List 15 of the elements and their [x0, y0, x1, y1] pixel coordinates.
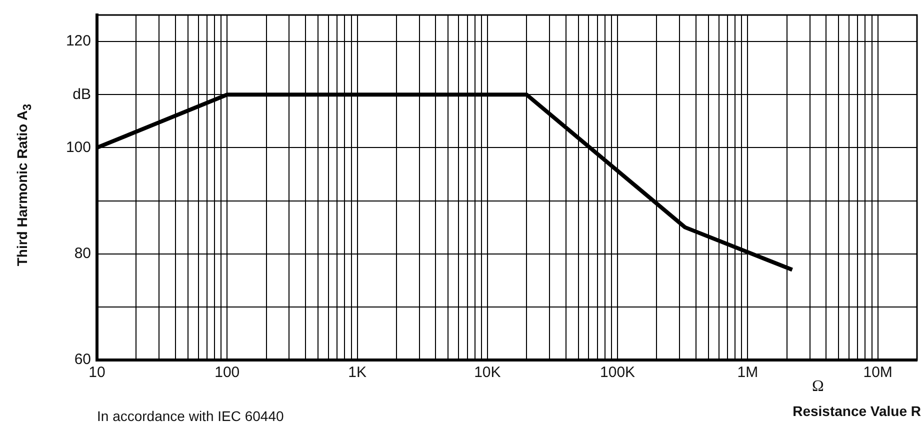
- x-tick-label: 10K: [474, 364, 501, 382]
- text: Ω: [812, 378, 824, 396]
- x-axis-title: Resistance Value R: [792, 403, 921, 419]
- x-tick-label: 100K: [600, 364, 636, 382]
- y-tick-label: 100: [66, 138, 91, 156]
- y-tick-label: 60: [74, 351, 91, 368]
- x-tick-label: 10M: [863, 364, 892, 382]
- x-tick-label: 1K: [348, 364, 366, 382]
- text: In accordance with IEC 60440: [97, 408, 284, 424]
- y-tick-label: 120: [66, 32, 91, 50]
- x-tick-label: 100: [214, 364, 240, 382]
- x-tick-label: 10: [88, 364, 106, 382]
- y-tick-label: dB: [72, 86, 91, 103]
- x-tick-label: 1M: [737, 364, 758, 382]
- y-tick-label: 80: [74, 244, 91, 262]
